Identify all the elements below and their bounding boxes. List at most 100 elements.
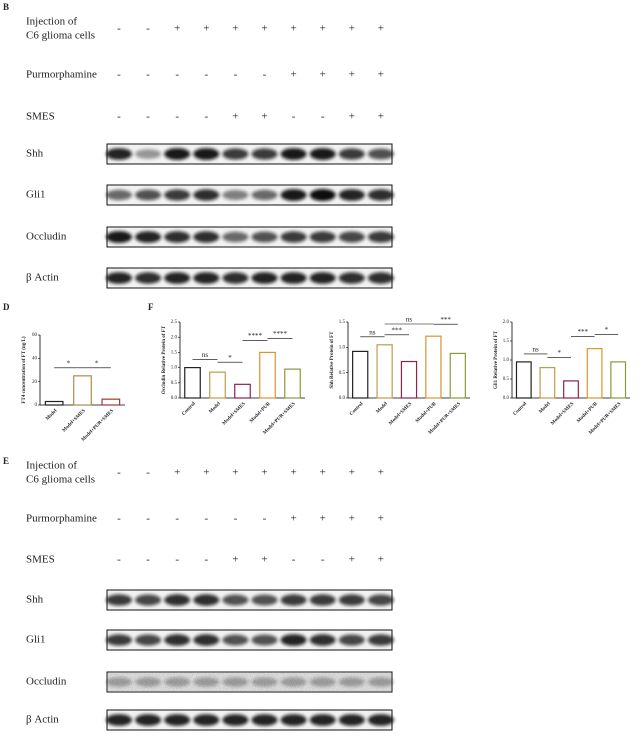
treatment-sign: - bbox=[117, 69, 121, 81]
x-tick-label: Model+SMES bbox=[62, 409, 87, 434]
blot-band bbox=[193, 189, 220, 201]
treatment-sign: - bbox=[204, 69, 208, 81]
significance-label: * bbox=[557, 349, 561, 357]
treatment-sign: - bbox=[146, 111, 150, 123]
treatment-label: Purmorphamine bbox=[26, 513, 97, 525]
treatment-sign: + bbox=[349, 111, 355, 123]
blot-band bbox=[222, 714, 249, 726]
treatment-sign: + bbox=[232, 23, 238, 35]
treatment-sign: - bbox=[146, 69, 150, 81]
significance-label: *** bbox=[578, 328, 589, 336]
blot-band bbox=[135, 677, 162, 687]
x-tick-label: Model+PUR bbox=[576, 401, 599, 424]
y-tick-label: 1.0 bbox=[171, 366, 178, 371]
treatment-sign: + bbox=[203, 467, 209, 479]
blot-strip bbox=[106, 629, 394, 651]
blot-band bbox=[164, 189, 191, 201]
blot-band bbox=[193, 677, 220, 687]
treatment-sign: + bbox=[290, 513, 296, 525]
y-tick-label: 0.0 bbox=[339, 396, 346, 401]
x-tick-label: Model+SMES bbox=[388, 402, 413, 427]
blot-strip bbox=[106, 709, 394, 731]
bar bbox=[449, 352, 466, 399]
band-label: β Actin bbox=[26, 714, 59, 726]
blot-band bbox=[367, 189, 394, 201]
treatment-sign: + bbox=[378, 467, 384, 479]
treatment-sign: - bbox=[146, 467, 150, 479]
treatment-label: SMES bbox=[26, 111, 55, 123]
treatment-sign: + bbox=[378, 111, 384, 123]
blot-band bbox=[280, 677, 307, 687]
y-tick-label: 0 bbox=[35, 403, 38, 408]
treatment-sign: - bbox=[292, 554, 296, 566]
blot-band bbox=[309, 634, 336, 646]
blot-band bbox=[222, 272, 249, 284]
blot-band bbox=[135, 189, 162, 201]
treatment-sign: - bbox=[175, 111, 179, 123]
blot-band bbox=[251, 189, 278, 201]
significance-label: *** bbox=[392, 326, 403, 334]
bar bbox=[563, 380, 579, 399]
treatment-label: Injection of bbox=[26, 16, 77, 28]
band-label: Occludin bbox=[26, 676, 67, 688]
blot-band bbox=[164, 272, 191, 284]
y-tick-label: 1.5 bbox=[171, 351, 178, 356]
blot-band bbox=[135, 272, 162, 284]
y-tick-label: 1.5 bbox=[503, 339, 510, 344]
bar bbox=[515, 361, 532, 399]
blot-band bbox=[309, 189, 336, 201]
treatment-sign: - bbox=[146, 23, 150, 35]
blot-band bbox=[338, 231, 365, 243]
blot-band bbox=[193, 231, 220, 243]
blot-band bbox=[251, 677, 278, 687]
treatment-sign: - bbox=[117, 467, 121, 479]
y-tick-label: 60 bbox=[32, 333, 38, 338]
band-label: Gli1 bbox=[26, 634, 46, 646]
blot-band bbox=[106, 677, 132, 687]
bar bbox=[539, 367, 556, 399]
significance-label: * bbox=[228, 354, 232, 362]
blot-band bbox=[193, 714, 220, 726]
blot-band bbox=[222, 148, 249, 160]
blot-band bbox=[251, 272, 278, 284]
treatment-sign: + bbox=[261, 554, 267, 566]
blot-band bbox=[135, 594, 162, 606]
blot-band bbox=[164, 634, 191, 646]
treatment-sign: + bbox=[290, 467, 296, 479]
y-tick-label: 0.5 bbox=[171, 381, 178, 386]
band-label: Occludin bbox=[26, 231, 67, 243]
treatment-sign: + bbox=[349, 23, 355, 35]
bar bbox=[101, 398, 121, 406]
blot-band bbox=[222, 231, 249, 243]
treatment-sign: + bbox=[378, 513, 384, 525]
y-tick-label: 0.5 bbox=[503, 377, 510, 382]
panel-letter: E bbox=[3, 456, 9, 466]
blot-band bbox=[367, 594, 394, 606]
blot-band bbox=[338, 634, 365, 646]
y-tick-label: 1.0 bbox=[339, 345, 346, 350]
treatment-sign: - bbox=[175, 69, 179, 81]
treatment-sign: - bbox=[321, 554, 325, 566]
bar bbox=[209, 371, 226, 399]
treatment-sign: + bbox=[174, 467, 180, 479]
blot-band bbox=[367, 231, 394, 243]
blot-band bbox=[367, 272, 394, 284]
x-tick-label: Model bbox=[45, 408, 59, 422]
x-tick-label: Control bbox=[513, 401, 529, 417]
treatment-sign: - bbox=[117, 111, 121, 123]
blot-band bbox=[164, 714, 191, 726]
treatment-sign: + bbox=[203, 23, 209, 35]
treatment-sign: - bbox=[146, 554, 150, 566]
band-label: Shh bbox=[26, 594, 44, 606]
treatment-sign: - bbox=[234, 69, 238, 81]
y-tick-label: 0.0 bbox=[171, 396, 178, 401]
blot-band bbox=[106, 272, 132, 284]
treatment-sign: - bbox=[146, 513, 150, 525]
significance-label: *** bbox=[440, 316, 451, 324]
treatment-sign: + bbox=[378, 23, 384, 35]
treatment-sign: - bbox=[117, 513, 121, 525]
x-tick-label: Control bbox=[349, 401, 365, 417]
treatment-sign: + bbox=[261, 111, 267, 123]
treatment-sign: + bbox=[320, 69, 326, 81]
